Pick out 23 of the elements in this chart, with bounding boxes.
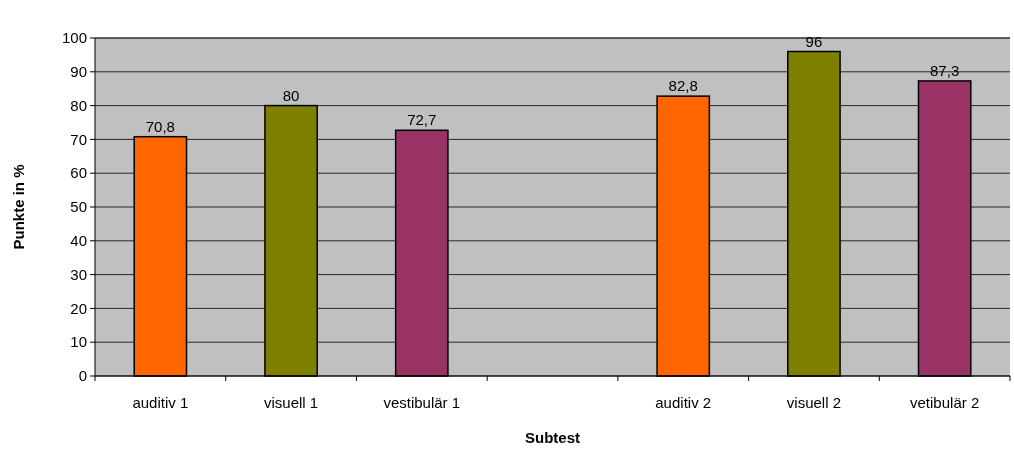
y-tick-label: 30 xyxy=(70,265,87,283)
y-tick-label: 10 xyxy=(70,333,87,351)
data-label: 72,7 xyxy=(407,111,437,129)
y-tick-label: 100 xyxy=(61,29,87,47)
y-tick-label: 50 xyxy=(70,198,87,216)
y-tick-label: 40 xyxy=(70,232,87,250)
data-label: 82,8 xyxy=(668,77,698,95)
x-tick-label: vestibulär 1 xyxy=(383,394,461,411)
y-tick-label: 70 xyxy=(70,130,87,148)
y-tick-label: 20 xyxy=(70,299,87,317)
data-label: 80 xyxy=(282,86,300,104)
y-axis-title: Punkte in % xyxy=(10,164,27,250)
x-tick-label: auditiv 2 xyxy=(655,394,712,411)
y-tick-label: 0 xyxy=(78,367,87,385)
y-tick-label: 80 xyxy=(70,96,87,114)
x-tick-label: visuell 2 xyxy=(786,394,842,411)
x-axis-title: Subtest xyxy=(524,429,581,446)
x-tick-label: visuell 1 xyxy=(263,394,319,411)
y-tick-label: 60 xyxy=(70,164,87,182)
data-label: 70,8 xyxy=(145,117,175,135)
x-tick-label: auditiv 1 xyxy=(132,394,189,411)
x-tick-label: vetibulär 2 xyxy=(910,394,980,411)
y-tick-label: 90 xyxy=(70,63,87,81)
